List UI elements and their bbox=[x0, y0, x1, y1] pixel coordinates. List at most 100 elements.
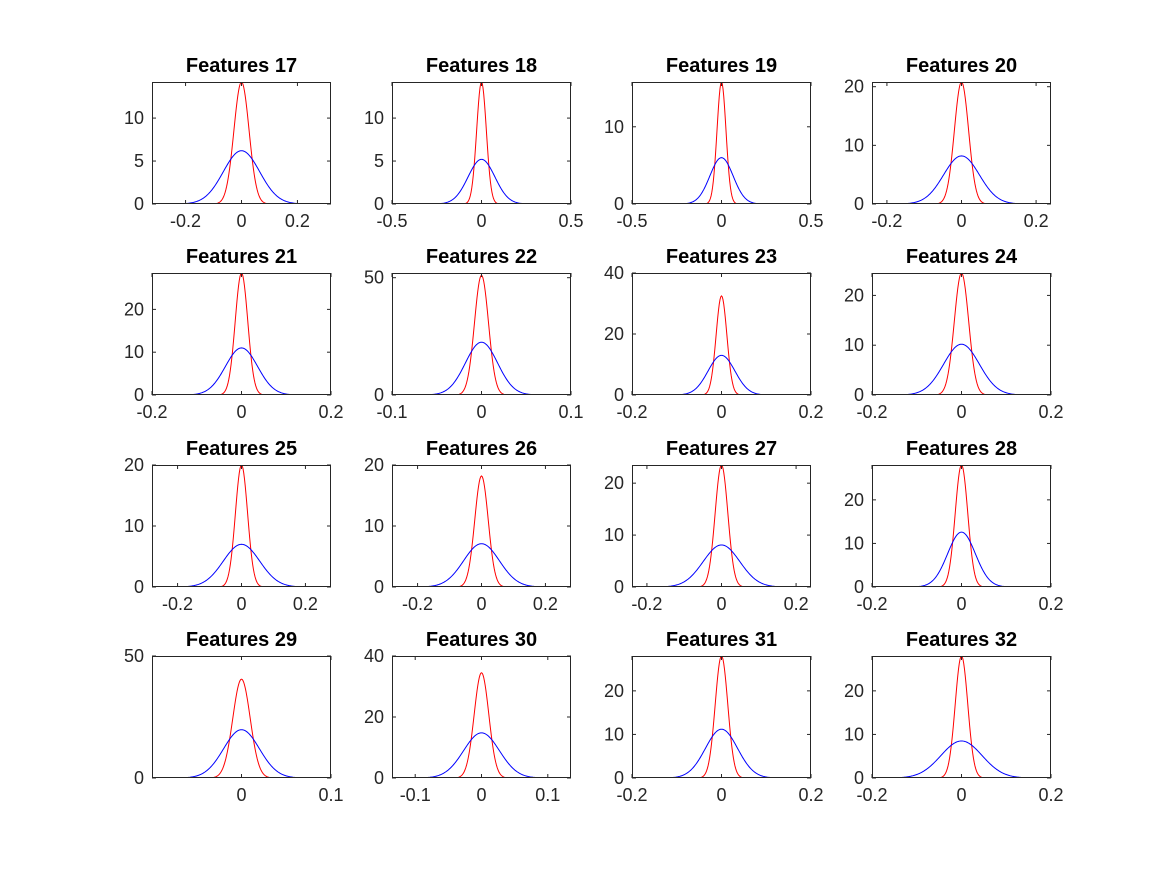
y-tick-label: 20 bbox=[364, 455, 384, 475]
axes-frame bbox=[872, 656, 1051, 778]
y-tick-label: 40 bbox=[364, 646, 384, 666]
x-tick-label: 0 bbox=[476, 211, 486, 231]
red-density-curve bbox=[632, 295, 811, 395]
x-tick-label: 0 bbox=[716, 211, 726, 231]
x-tick-label: -0.1 bbox=[400, 785, 431, 805]
axes-frame bbox=[632, 465, 811, 587]
y-tick-label: 10 bbox=[124, 342, 144, 362]
red-density-curve bbox=[152, 465, 331, 587]
blue-density-curve bbox=[872, 740, 1051, 778]
x-tick-label: 0 bbox=[956, 785, 966, 805]
x-tick-label: 0.2 bbox=[285, 211, 310, 231]
y-tick-label: 10 bbox=[604, 724, 624, 744]
y-tick-label: 10 bbox=[124, 516, 144, 536]
x-tick-label: -0.5 bbox=[376, 211, 407, 231]
y-tick-label: 20 bbox=[844, 490, 864, 510]
x-tick-label: -0.1 bbox=[376, 402, 407, 422]
red-density-curve bbox=[872, 82, 1051, 204]
x-tick-label: 0.5 bbox=[798, 211, 823, 231]
y-tick-label: 20 bbox=[844, 285, 864, 305]
blue-density-curve bbox=[152, 729, 331, 778]
blue-density-curve bbox=[632, 544, 811, 587]
axes-frame bbox=[392, 82, 571, 204]
x-tick-label: 0.2 bbox=[798, 785, 823, 805]
y-tick-label: 0 bbox=[614, 768, 624, 788]
y-tick-label: 50 bbox=[124, 646, 144, 666]
red-density-curve bbox=[872, 656, 1051, 778]
subplot-title: Features 25 bbox=[186, 438, 297, 460]
y-tick-label: 50 bbox=[364, 268, 384, 288]
x-tick-label: 0 bbox=[476, 402, 486, 422]
y-tick-label: 10 bbox=[844, 335, 864, 355]
x-tick-label: 0.2 bbox=[784, 594, 809, 614]
subplot-title: Features 30 bbox=[426, 629, 537, 651]
red-density-curve bbox=[872, 273, 1051, 395]
x-tick-label: -0.2 bbox=[170, 211, 201, 231]
x-tick-label: 0 bbox=[716, 402, 726, 422]
x-tick-label: -0.2 bbox=[162, 594, 193, 614]
y-tick-label: 0 bbox=[854, 194, 864, 214]
x-tick-label: 0.2 bbox=[798, 402, 823, 422]
axes-frame bbox=[152, 656, 331, 778]
axes-frame bbox=[872, 82, 1051, 204]
y-tick-label: 0 bbox=[374, 768, 384, 788]
subplot-11: -0.2 0 0.2 0 10 20 Features 27 bbox=[604, 438, 811, 614]
subplot-title: Features 29 bbox=[186, 629, 297, 651]
y-tick-label: 0 bbox=[854, 577, 864, 597]
x-tick-label: 0 bbox=[236, 402, 246, 422]
subplot-14: -0.1 0 0.1 0 20 40 Features 30 bbox=[364, 629, 571, 805]
y-tick-label: 0 bbox=[134, 385, 144, 405]
blue-density-curve bbox=[392, 543, 571, 587]
blue-density-curve bbox=[632, 157, 811, 204]
x-tick-label: 0.1 bbox=[535, 785, 560, 805]
y-tick-label: 10 bbox=[604, 525, 624, 545]
y-tick-label: 0 bbox=[374, 385, 384, 405]
x-tick-label: 0.1 bbox=[318, 785, 343, 805]
red-density-curve bbox=[392, 672, 571, 778]
blue-density-curve bbox=[872, 343, 1051, 395]
x-tick-label: 0 bbox=[716, 785, 726, 805]
x-tick-label: 0.2 bbox=[318, 402, 343, 422]
axes-frame bbox=[152, 82, 331, 204]
x-tick-label: 0 bbox=[236, 785, 246, 805]
y-tick-label: 0 bbox=[854, 768, 864, 788]
y-tick-label: 40 bbox=[604, 263, 624, 283]
x-tick-label: 0.2 bbox=[1038, 785, 1063, 805]
y-tick-label: 20 bbox=[124, 299, 144, 319]
axes-frame bbox=[872, 465, 1051, 587]
blue-density-curve bbox=[392, 732, 571, 778]
subplot-13: 0 0.1 0 50 Features 29 bbox=[124, 629, 344, 805]
y-tick-label: 0 bbox=[614, 577, 624, 597]
axes-frame bbox=[392, 656, 571, 778]
subplot-title: Features 22 bbox=[426, 246, 537, 268]
subplot-title: Features 19 bbox=[666, 55, 777, 77]
blue-density-curve bbox=[872, 155, 1051, 204]
subplot-title: Features 31 bbox=[666, 629, 777, 651]
red-density-curve bbox=[392, 82, 571, 204]
axes-frame bbox=[632, 656, 811, 778]
y-tick-label: 20 bbox=[364, 707, 384, 727]
axes-frame bbox=[632, 82, 811, 204]
subplot-title: Features 27 bbox=[666, 438, 777, 460]
x-tick-label: -0.2 bbox=[871, 211, 902, 231]
x-tick-label: 0 bbox=[236, 211, 246, 231]
y-tick-label: 10 bbox=[124, 108, 144, 128]
axes-frame bbox=[632, 273, 811, 395]
y-tick-label: 20 bbox=[604, 324, 624, 344]
y-tick-label: 20 bbox=[124, 455, 144, 475]
x-tick-label: 0 bbox=[956, 402, 966, 422]
blue-density-curve bbox=[392, 341, 571, 395]
subplot-title: Features 26 bbox=[426, 438, 537, 460]
x-tick-label: -0.2 bbox=[631, 594, 662, 614]
blue-density-curve bbox=[152, 150, 331, 204]
y-tick-label: 0 bbox=[374, 194, 384, 214]
x-tick-label: 0.2 bbox=[293, 594, 318, 614]
